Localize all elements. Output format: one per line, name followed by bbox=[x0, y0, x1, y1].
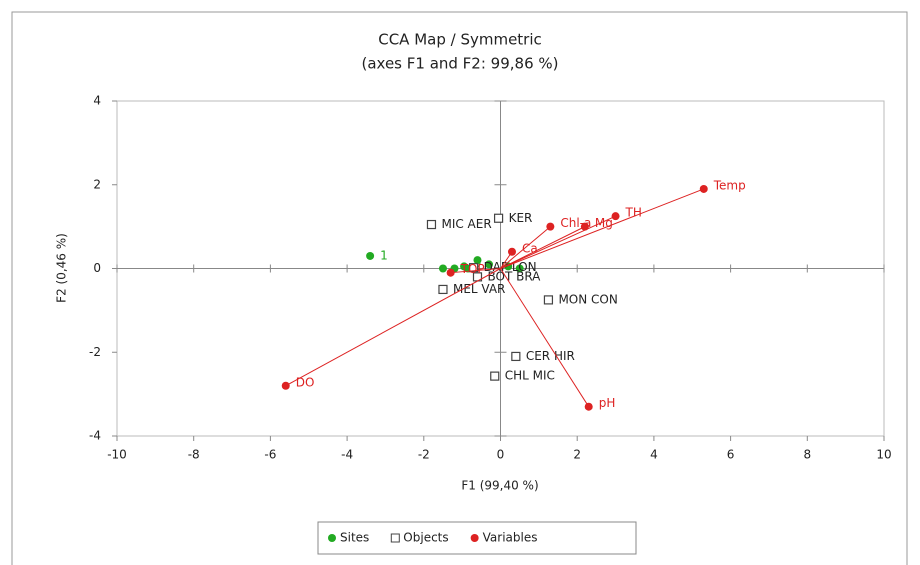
x-tick-label: -2 bbox=[418, 448, 430, 462]
chart-subtitle: (axes F1 and F2: 99,86 %) bbox=[361, 55, 558, 73]
legend-label: Objects bbox=[403, 531, 448, 545]
x-tick-label: -10 bbox=[107, 448, 127, 462]
point bbox=[511, 351, 521, 362]
point bbox=[584, 402, 593, 411]
y-tick-label: 0 bbox=[93, 261, 101, 275]
point-label: BOT BRA bbox=[487, 269, 541, 283]
vector bbox=[500, 226, 551, 269]
point bbox=[543, 295, 554, 305]
point-label: Ca bbox=[522, 241, 538, 255]
vector bbox=[450, 268, 501, 274]
point-label: MON CON bbox=[558, 292, 617, 306]
x-tick-label: 2 bbox=[573, 448, 581, 462]
point bbox=[484, 260, 493, 269]
point bbox=[446, 268, 455, 277]
x-tick-label: -6 bbox=[264, 448, 276, 462]
chart-title: CCA Map / Symmetric bbox=[378, 31, 542, 49]
point bbox=[281, 381, 290, 390]
point bbox=[469, 263, 479, 273]
point-label: 1 bbox=[380, 248, 388, 262]
point-label: DO bbox=[296, 375, 315, 389]
point-label: TOP bbox=[460, 262, 485, 276]
x-tick-label: 6 bbox=[727, 448, 735, 462]
y-tick-label: -4 bbox=[89, 429, 101, 443]
point bbox=[493, 213, 504, 223]
point bbox=[699, 184, 708, 193]
point-label: TH bbox=[625, 206, 642, 220]
legend-label: Sites bbox=[340, 531, 369, 545]
point bbox=[611, 212, 620, 221]
vector bbox=[500, 188, 704, 269]
point bbox=[490, 371, 500, 381]
point-label: Mg bbox=[595, 216, 613, 230]
x-tick-label: 0 bbox=[497, 448, 505, 462]
point bbox=[438, 284, 448, 295]
point-label: MEL VAR bbox=[453, 282, 505, 296]
point bbox=[366, 251, 375, 260]
vector bbox=[500, 268, 590, 407]
point-label: pH bbox=[599, 396, 616, 410]
vector bbox=[500, 226, 586, 269]
point bbox=[580, 222, 589, 231]
point-label: Temp bbox=[713, 178, 746, 192]
point-label: CHL MIC bbox=[505, 369, 555, 383]
y-axis-label: F2 (0,46 %) bbox=[55, 233, 69, 303]
point bbox=[426, 219, 437, 230]
x-axis-label: F1 (99,40 %) bbox=[461, 479, 538, 493]
x-tick-label: 4 bbox=[650, 448, 658, 462]
point bbox=[438, 264, 447, 273]
point bbox=[515, 264, 524, 273]
legend-marker bbox=[390, 533, 400, 543]
chart-frame bbox=[11, 11, 908, 565]
y-tick-label: 4 bbox=[93, 94, 101, 108]
x-tick-label: 10 bbox=[876, 448, 891, 462]
point-label: Chl-a bbox=[560, 216, 591, 230]
y-tick-label: 2 bbox=[93, 177, 101, 191]
vector bbox=[500, 215, 616, 269]
point bbox=[546, 222, 555, 231]
x-tick-label: -4 bbox=[341, 448, 353, 462]
x-tick-label: 8 bbox=[803, 448, 811, 462]
legend-marker bbox=[328, 534, 336, 542]
legend-marker bbox=[470, 534, 479, 542]
legend-label: Variables bbox=[483, 531, 538, 545]
point bbox=[473, 256, 482, 265]
x-tick-label: -8 bbox=[188, 448, 200, 462]
point-label: KER bbox=[509, 211, 533, 225]
y-tick-label: -2 bbox=[89, 345, 101, 359]
point-label: CER HIR bbox=[526, 349, 575, 363]
vector bbox=[285, 268, 501, 387]
point bbox=[508, 247, 517, 256]
point-label: MIC AER bbox=[441, 217, 491, 231]
